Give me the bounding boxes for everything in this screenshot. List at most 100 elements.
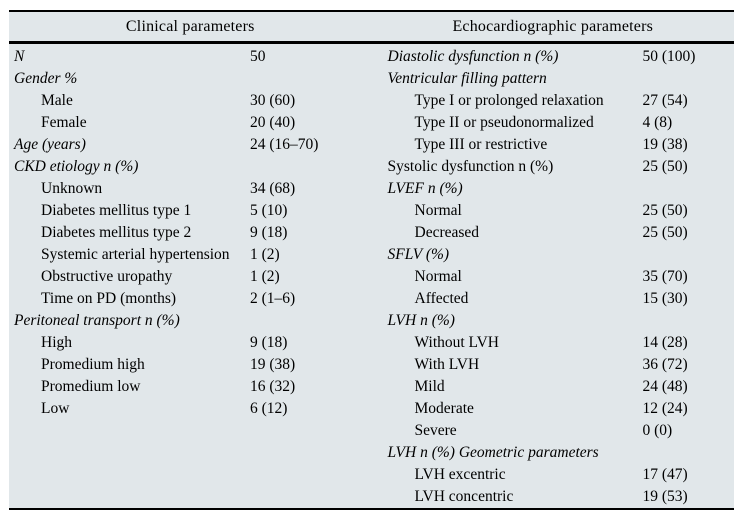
row-label: Gender %	[14, 70, 78, 87]
table-row: LVH n (%) Geometric parameters	[372, 442, 735, 464]
row-value: 50 (100)	[642, 48, 696, 65]
table-row: N 50	[9, 46, 372, 68]
row-label: LVH n (%) Geometric parameters	[387, 444, 599, 461]
row-label: Obstructive uropathy	[41, 268, 173, 285]
row-value: 27 (54)	[642, 92, 688, 109]
row-label: LVH excentric	[414, 466, 506, 483]
table-body: N 50 Gender % Male 30 (60) Female 20 (40) Age (…	[9, 44, 734, 508]
table-row: Diastolic dysfunction n (%) 50 (100)	[372, 46, 735, 68]
table-row: Systolic dysfunction n (%) 25 (50)	[372, 156, 735, 178]
row-value: 35 (70)	[642, 268, 688, 285]
row-label: Without LVH	[414, 334, 500, 351]
table-row: Gender %	[9, 68, 372, 90]
row-label: LVEF n (%)	[387, 180, 463, 197]
table-row: Moderate 12 (24)	[372, 398, 735, 420]
row-label: Severe	[414, 422, 457, 439]
row-value: 50	[250, 48, 266, 65]
row-value: 4 (8)	[642, 114, 673, 131]
row-label: Unknown	[41, 180, 103, 197]
row-label: Promedium high	[41, 356, 145, 373]
row-value: 24 (16–70)	[250, 136, 319, 153]
row-label: High	[41, 334, 72, 351]
table-row: Affected 15 (30)	[372, 288, 735, 310]
row-value: 30 (60)	[250, 92, 296, 109]
row-label: Systolic dysfunction n (%)	[387, 158, 554, 175]
row-value: 34 (68)	[250, 180, 296, 197]
table-row: Type I or prolonged relaxation 27 (54)	[372, 90, 735, 112]
row-label: Type I or prolonged relaxation	[414, 92, 604, 109]
table-row: Severe 0 (0)	[372, 420, 735, 442]
row-label: LVH n (%)	[387, 312, 455, 329]
row-label: Peritoneal transport n (%)	[14, 312, 180, 329]
table-row: Promedium low 16 (32)	[9, 376, 372, 398]
table-row: SFLV (%)	[372, 244, 735, 266]
row-value: 0 (0)	[642, 422, 673, 439]
row-value: 24 (48)	[642, 378, 688, 395]
row-label: Type II or pseudonormalized	[414, 114, 594, 131]
clinical-parameters-column: N 50 Gender % Male 30 (60) Female 20 (40) Age (…	[9, 44, 372, 508]
row-label: Moderate	[414, 400, 474, 417]
table-row: Mild 24 (48)	[372, 376, 735, 398]
row-label: Age (years)	[14, 136, 86, 153]
table-row: Decreased 25 (50)	[372, 222, 735, 244]
table-row: Normal 35 (70)	[372, 266, 735, 288]
table-row: CKD etiology n (%)	[9, 156, 372, 178]
table-row: Low 6 (12)	[9, 398, 372, 420]
row-label: SFLV (%)	[387, 246, 450, 263]
row-value: 36 (72)	[642, 356, 688, 373]
table-row: Time on PD (months) 2 (1–6)	[9, 288, 372, 310]
row-value: 17 (47)	[642, 466, 688, 483]
table-row: LVH n (%)	[372, 310, 735, 332]
table-row: Diabetes mellitus type 2 9 (18)	[9, 222, 372, 244]
echocardiographic-parameters-column: Diastolic dysfunction n (%) 50 (100) Ventr…	[372, 44, 735, 508]
row-label: Ventricular filling pattern	[387, 70, 547, 87]
table-row: Age (years) 24 (16–70)	[9, 134, 372, 156]
table-row: Without LVH 14 (28)	[372, 332, 735, 354]
row-value: 6 (12)	[250, 400, 288, 417]
table-header-row: Clinical parameters Echocardiographic pa…	[9, 12, 734, 44]
row-label: Diastolic dysfunction n (%)	[387, 48, 559, 65]
row-label: Female	[41, 114, 87, 131]
row-value: 25 (50)	[642, 224, 688, 241]
table-row: With LVH 36 (72)	[372, 354, 735, 376]
table-row: LVH concentric 19 (53)	[372, 486, 735, 508]
parameters-table: Clinical parameters Echocardiographic pa…	[9, 10, 734, 510]
row-value: 12 (24)	[642, 400, 688, 417]
row-value: 1 (2)	[250, 268, 280, 285]
row-value: 19 (38)	[250, 356, 296, 373]
row-label: Male	[41, 92, 73, 109]
table-row: Diabetes mellitus type 1 5 (10)	[9, 200, 372, 222]
table-row: High 9 (18)	[9, 332, 372, 354]
row-label: N	[14, 48, 25, 65]
row-value: 25 (50)	[642, 158, 688, 175]
row-label: Diabetes mellitus type 2	[41, 224, 192, 241]
row-value: 5 (10)	[250, 202, 288, 219]
table-row: Obstructive uropathy 1 (2)	[9, 266, 372, 288]
row-value: 2 (1–6)	[250, 290, 296, 307]
row-value: 25 (50)	[642, 202, 688, 219]
table-row: LVEF n (%)	[372, 178, 735, 200]
row-label: Decreased	[414, 224, 480, 241]
table-row: Ventricular filling pattern	[372, 68, 735, 90]
row-label: Low	[41, 400, 70, 417]
row-label: Affected	[414, 290, 469, 307]
row-label: CKD etiology n (%)	[14, 158, 139, 175]
row-label: Systemic arterial hypertension	[41, 246, 230, 263]
table-row: Normal 25 (50)	[372, 200, 735, 222]
table-row: Promedium high 19 (38)	[9, 354, 372, 376]
row-value: 16 (32)	[250, 378, 296, 395]
row-value: 20 (40)	[250, 114, 296, 131]
row-value: 1 (2)	[250, 246, 280, 263]
row-label: Normal	[414, 268, 462, 285]
row-value: 9 (18)	[250, 224, 288, 241]
row-label: Type III or restrictive	[414, 136, 548, 153]
table-row: Type II or pseudonormalized 4 (8)	[372, 112, 735, 134]
table-row: LVH excentric 17 (47)	[372, 464, 735, 486]
table-row: Peritoneal transport n (%)	[9, 310, 372, 332]
row-value: 9 (18)	[250, 334, 288, 351]
row-label: With LVH	[414, 356, 480, 373]
table-row: Type III or restrictive 19 (38)	[372, 134, 735, 156]
row-value: 15 (30)	[642, 290, 688, 307]
row-label: Normal	[414, 202, 462, 219]
row-label: Diabetes mellitus type 1	[41, 202, 192, 219]
